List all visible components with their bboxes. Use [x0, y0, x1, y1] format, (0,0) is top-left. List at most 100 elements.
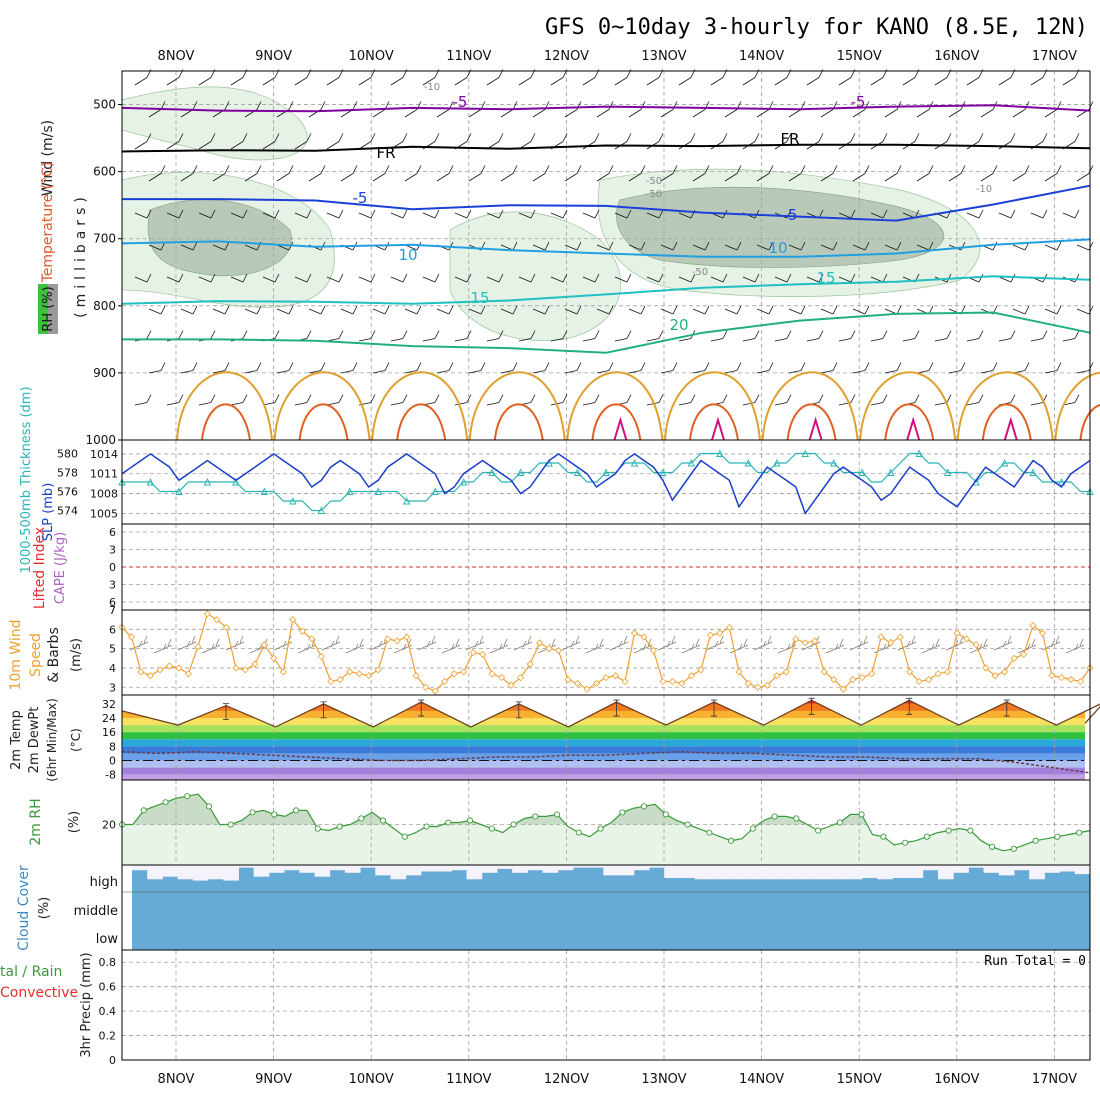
wind-speed-point — [668, 677, 676, 686]
isotherm-line — [122, 311, 1091, 354]
date-label-bottom: 8NOV — [158, 1072, 195, 1087]
bottom-date-labels: 8NOV 9NOV 10NOV 11NOV 12NOV 13NOV 14NOV 15NOV 16… — [158, 1072, 1078, 1087]
thickness-point — [1000, 458, 1009, 467]
wind-speed-point — [602, 674, 610, 682]
wind-speed-point — [1010, 654, 1018, 662]
cloud-high-gap — [785, 865, 802, 880]
cloud-high-gap — [466, 865, 483, 880]
date-label-top: 16NOV — [934, 49, 979, 64]
lifted-index-panel: 6 3 0 3 6 — [109, 523, 1091, 611]
label-thickness: 1000-500mb Thickness (dm) — [19, 386, 34, 573]
y-tick-label: 500 — [93, 98, 116, 112]
cloud-high-gap — [572, 865, 589, 868]
wind-speed-point — [649, 647, 658, 655]
rh-point — [684, 821, 691, 828]
date-label-bottom: 14NOV — [739, 1072, 784, 1087]
wind-speed-point — [241, 666, 249, 674]
temp-minmax-bar — [418, 699, 425, 717]
thickness-point — [431, 487, 439, 495]
wind-speed-point — [327, 677, 335, 686]
date-label-top: 8NOV — [158, 49, 195, 64]
rh-point — [140, 807, 147, 814]
thickness-point — [289, 496, 297, 505]
rh-point — [858, 811, 865, 818]
rh-point — [466, 817, 474, 824]
wind-speed-point — [213, 616, 221, 624]
thickness-point — [402, 496, 411, 505]
cloud-high-gap — [937, 865, 954, 880]
cloud-high-gap — [953, 865, 969, 873]
thickness-tick: 578 — [57, 467, 78, 480]
rh-point — [271, 811, 278, 818]
temp-tick: 16 — [102, 726, 116, 739]
cloud-high-gap — [527, 865, 544, 871]
wind-speed-point — [355, 670, 363, 678]
cloud-high-gap — [968, 865, 985, 868]
wind-speed-point — [735, 668, 743, 676]
lifted-tick: 0 — [109, 561, 116, 574]
y-tick-label: 900 — [93, 366, 116, 380]
rh-point — [749, 825, 756, 832]
cloud-high-gap — [664, 865, 680, 878]
thickness-point — [1029, 468, 1037, 476]
cloud-high-gap — [709, 865, 726, 880]
cloud-high-gap — [1044, 865, 1061, 873]
wind-speed-point — [1038, 629, 1047, 637]
isotherm-line — [121, 238, 1091, 258]
precip-tick: 0.6 — [99, 981, 117, 994]
cloud-high-gap — [162, 865, 179, 877]
thickness-point — [801, 449, 810, 457]
cloud-high-gap — [436, 865, 452, 872]
wind-speed-point — [194, 643, 202, 651]
wind-speed-point — [820, 668, 828, 676]
thickness-point — [175, 487, 183, 495]
label-upper-units: (millibars) — [73, 192, 89, 318]
isotherm-line — [121, 104, 1091, 113]
lifted-tick: 3 — [109, 579, 116, 592]
lifted-tick: 6 — [109, 596, 116, 609]
wind-speed-point — [1020, 650, 1028, 658]
wind-speed-point — [640, 633, 648, 641]
wind-speed-point — [792, 635, 800, 643]
label-temp-b: 2m DewPt — [27, 707, 42, 774]
label-slp: SLP (mb) — [41, 483, 56, 542]
label-upper-rh: RH (%) — [41, 286, 56, 331]
wind-speed-point — [460, 668, 468, 676]
cloud-high-gap — [618, 865, 635, 876]
cloud-high-gap — [314, 865, 331, 877]
thickness-point — [260, 487, 269, 495]
cloud-high-gap — [132, 865, 148, 871]
wind-speed-point — [127, 633, 136, 641]
rh-point — [967, 827, 974, 834]
wind-speed-point — [336, 675, 344, 684]
wind-speed-point — [887, 639, 895, 647]
cloud-high-gap — [299, 865, 315, 873]
cloud-high-gap — [405, 865, 422, 876]
wind-speed-point — [412, 672, 420, 680]
wind-speed-point — [564, 675, 572, 684]
cloud-high-gap — [390, 865, 407, 880]
wind-speed-point — [165, 662, 174, 670]
wind-speed-point — [934, 670, 942, 678]
wind-speed-point — [479, 650, 487, 658]
rh-point — [815, 827, 822, 834]
wind-speed-point — [260, 641, 268, 649]
wind-speed-point — [279, 668, 287, 676]
wind-speed-point — [583, 685, 591, 693]
wind-speed-point — [706, 631, 714, 639]
cloud-high-gap — [177, 865, 194, 880]
thickness-point — [659, 468, 667, 476]
cloud-high-gap — [755, 865, 772, 880]
cloud-high-gap — [679, 865, 696, 878]
thickness-point — [317, 506, 326, 514]
contour-label: 15 — [816, 269, 835, 287]
rh-point — [1054, 833, 1061, 840]
thickness-point — [687, 458, 696, 467]
wind-speed-point — [972, 641, 980, 649]
thickness-tick: 580 — [57, 448, 78, 461]
label-temp-a: 2m Temp — [9, 710, 24, 770]
wind-speed-point — [877, 633, 885, 641]
slp-tick: 1005 — [90, 507, 118, 520]
cloud-high-gap — [633, 865, 650, 871]
